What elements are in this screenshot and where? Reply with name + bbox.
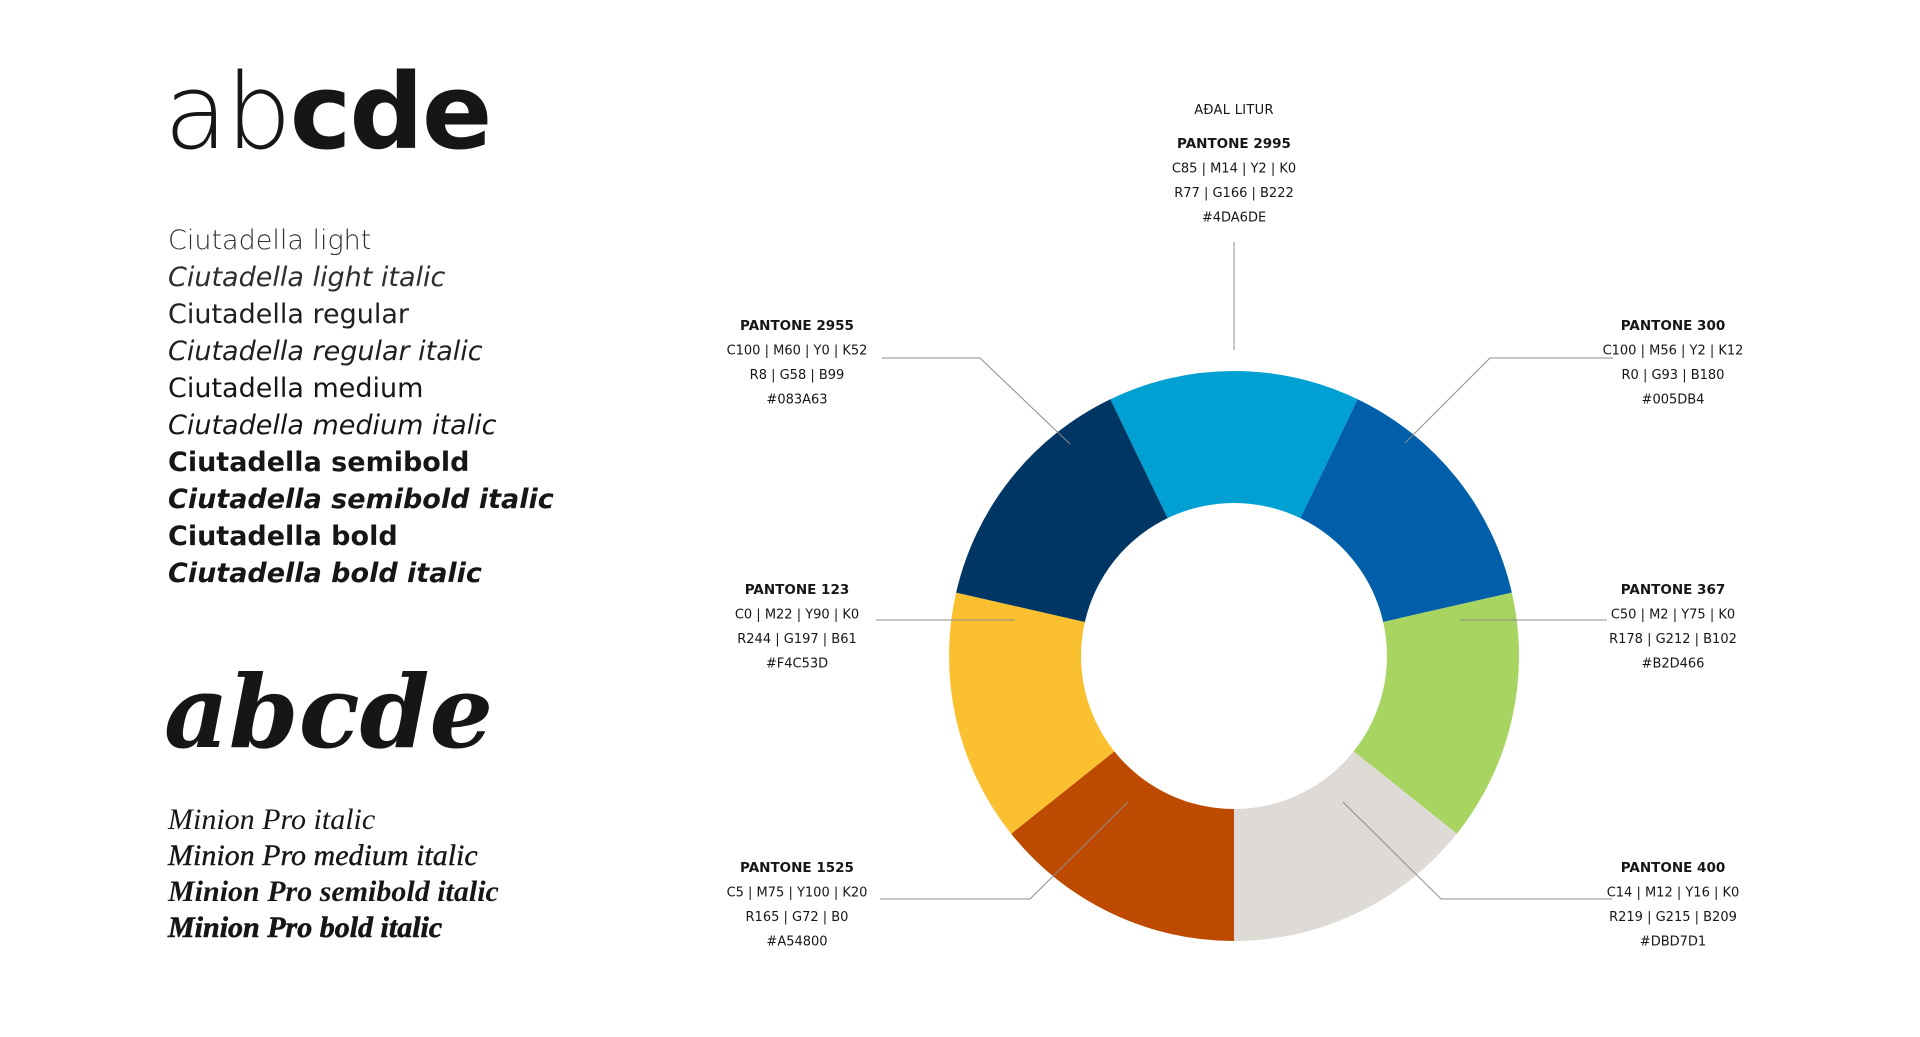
sans-weight-item: Ciutadella light italic	[168, 262, 446, 293]
serif-type-sample: abcde	[164, 653, 494, 771]
sans-weight-item: Ciutadella semibold	[168, 447, 470, 478]
color-label-pantone-300: PANTONE 300 C100 | M56 | Y2 | K12 R0 | G93…	[1603, 318, 1744, 408]
serif-weight-item: Minion Pro italic	[168, 803, 376, 836]
color-label-pantone-2995: PANTONE 2995 C85 | M14 | Y2 | K0 R77 | G16…	[1172, 136, 1296, 226]
leader-line-pantone-400	[1342, 801, 1612, 900]
sans-sample-bold: cde	[289, 51, 493, 173]
color-rgb: R244 | G197 | B61	[737, 632, 856, 647]
color-name: PANTONE 367	[1621, 582, 1726, 598]
serif-weight-item: Minion Pro medium italic	[168, 839, 478, 872]
swatch-pantone-300	[1300, 399, 1512, 622]
color-hex: #083A63	[766, 393, 827, 408]
leader-line-pantone-1525	[880, 801, 1129, 900]
color-name: PANTONE 400	[1621, 860, 1726, 876]
color-name: PANTONE 300	[1621, 318, 1726, 334]
color-cmyk: C100 | M56 | Y2 | K12	[1603, 344, 1744, 359]
color-cmyk: C100 | M60 | Y0 | K52	[727, 344, 868, 359]
color-label-pantone-123: PANTONE 123 C0 | M22 | Y90 | K0 R244 | G19…	[735, 582, 859, 672]
sans-weight-item: Ciutadella medium italic	[168, 410, 497, 441]
serif-weight-item: Minion Pro bold italic	[168, 911, 443, 945]
sans-weight-item: Ciutadella bold italic	[168, 558, 482, 589]
color-name: PANTONE 1525	[740, 860, 854, 876]
sans-weight-list: Ciutadella light Ciutadella light italic C…	[168, 222, 554, 592]
color-rgb: R0 | G93 | B180	[1622, 368, 1725, 383]
sans-weight-item: Ciutadella semibold italic	[168, 484, 554, 515]
leader-lines	[876, 242, 1613, 900]
sans-weight-item: Ciutadella medium	[168, 373, 424, 404]
sans-sample-light: ab	[164, 51, 292, 173]
swatch-pantone-400	[1234, 751, 1457, 941]
typography-panel: abcde Ciutadella light Ciutadella light i…	[0, 0, 640, 1037]
color-hex: #F4C53D	[766, 657, 828, 672]
color-name: PANTONE 2995	[1177, 136, 1291, 152]
wheel-segments	[949, 371, 1519, 941]
color-rgb: R8 | G58 | B99	[750, 368, 845, 383]
color-labels: AÐAL LITUR PANTONE 2995 C85 | M14 | Y2 | …	[727, 103, 1744, 950]
swatch-pantone-2995	[1110, 371, 1358, 519]
sans-weight-item: Ciutadella light	[168, 225, 372, 256]
leader-line-pantone-300	[1404, 357, 1613, 444]
sans-type-sample: abcde	[164, 60, 492, 164]
color-cmyk: C50 | M2 | Y75 | K0	[1611, 608, 1735, 623]
color-hex: #4DA6DE	[1202, 211, 1266, 226]
color-hex: #A54800	[766, 935, 827, 950]
color-cmyk: C85 | M14 | Y2 | K0	[1172, 162, 1296, 177]
serif-weight-list: Minion Pro italic Minion Pro medium itali…	[168, 802, 499, 946]
color-label-pantone-367: PANTONE 367 C50 | M2 | Y75 | K0 R178 | G21…	[1609, 582, 1737, 672]
color-hex: #DBD7D1	[1640, 935, 1706, 950]
color-label-pantone-400: PANTONE 400 C14 | M12 | Y16 | K0 R219 | G2…	[1607, 860, 1740, 950]
primary-color-heading: AÐAL LITUR	[1194, 103, 1274, 118]
color-rgb: R178 | G212 | B102	[1609, 632, 1737, 647]
color-rgb: R165 | G72 | B0	[746, 910, 849, 925]
color-cmyk: C5 | M75 | Y100 | K20	[727, 886, 868, 901]
color-hex: #B2D466	[1642, 657, 1705, 672]
sans-weight-item: Ciutadella regular	[168, 299, 409, 330]
sans-weight-item: Ciutadella regular italic	[168, 336, 483, 367]
color-cmyk: C0 | M22 | Y90 | K0	[735, 608, 859, 623]
color-name: PANTONE 123	[745, 582, 850, 598]
color-name: PANTONE 2955	[740, 318, 854, 334]
swatch-pantone-123	[949, 592, 1115, 834]
swatch-pantone-2955	[956, 399, 1168, 622]
sans-weight-item: Ciutadella bold	[168, 521, 398, 552]
color-rgb: R77 | G166 | B222	[1174, 186, 1293, 201]
swatch-pantone-1525	[1011, 751, 1234, 941]
swatch-pantone-367	[1353, 592, 1519, 834]
serif-weight-item: Minion Pro semibold italic	[168, 875, 499, 908]
color-label-pantone-2955: PANTONE 2955 C100 | M60 | Y0 | K52 R8 | G5…	[727, 318, 868, 408]
leader-line-pantone-2955	[882, 357, 1071, 445]
color-hex: #005DB4	[1642, 393, 1705, 408]
color-label-pantone-1525: PANTONE 1525 C5 | M75 | Y100 | K20 R165 | …	[727, 860, 868, 950]
color-cmyk: C14 | M12 | Y16 | K0	[1607, 886, 1740, 901]
color-rgb: R219 | G215 | B209	[1609, 910, 1737, 925]
